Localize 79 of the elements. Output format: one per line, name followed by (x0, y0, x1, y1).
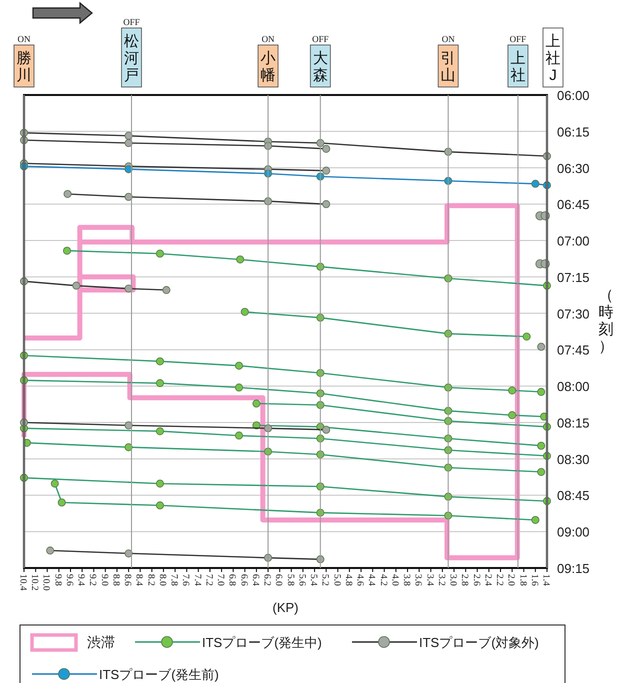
x-tick-label: 10.4 (18, 574, 28, 591)
x-tick-label: 10.0 (40, 574, 51, 591)
ref-line-label: 大森 (312, 50, 328, 84)
x-tick-label: 9.4 (76, 574, 86, 586)
x-tick-label: 4.4 (366, 574, 376, 586)
x-tick-label: 3.2 (436, 574, 446, 586)
y-tick-label: 08:30 (557, 452, 590, 467)
x-tick-label: 6.8 (226, 574, 237, 586)
x-tick-label: 2.4 (482, 574, 492, 586)
x-tick-label: 1.8 (517, 574, 528, 586)
ref-line-label: 上社J (546, 33, 560, 84)
legend-label: 渋滞 (87, 634, 115, 650)
y-tick-label: 08:45 (557, 488, 590, 504)
text: OFF (123, 17, 140, 27)
text: ON (18, 34, 31, 44)
x-tick-label: 1.6 (528, 574, 539, 586)
x-tick-label: 8.2 (145, 574, 156, 586)
x-tick-label: 6.6 (238, 574, 248, 586)
ref-line-label: 引山 (440, 50, 456, 84)
x-tick-label: 3.8 (401, 574, 412, 586)
x-tick-label: 9.2 (87, 574, 98, 586)
x-tick-label: 3.6 (412, 574, 423, 586)
y-tick-label: 06:15 (557, 124, 590, 140)
x-tick-label: 8.0 (156, 574, 167, 586)
x-tick-label: 8.4 (134, 574, 144, 586)
x-tick-label: 5.8 (284, 574, 295, 586)
y-tick-label: 06:00 (557, 88, 590, 103)
legend-label: ITSプローブ(発生中) (202, 635, 322, 650)
x-tick-label: 5.4 (308, 574, 318, 586)
legend-label: ITSプローブ(対象外) (419, 635, 539, 650)
x-axis-title: (KP) (272, 600, 298, 615)
x-tick-label: 5.2 (320, 574, 330, 586)
x-tick-label: 10.2 (29, 574, 40, 591)
x-tick-label: 3.0 (448, 574, 458, 586)
legend-label: ITSプローブ(発生前) (99, 667, 219, 682)
x-tick-label: 6.4 (250, 574, 260, 586)
x-tick-label: 4.8 (342, 574, 353, 586)
x-tick-label: 9.0 (98, 574, 109, 586)
ref-line-label: 上社 (510, 50, 526, 84)
y-tick-label: 06:30 (557, 160, 590, 176)
x-tick-label: 7.2 (203, 574, 214, 586)
x-tick-label: 8.8 (110, 574, 120, 586)
x-tick-label: 4.2 (378, 574, 388, 586)
y-tick-label: 08:00 (557, 379, 590, 394)
y-tick-label: 07:30 (557, 306, 590, 322)
x-tick-label: 5.0 (331, 574, 342, 586)
x-tick-label: 5.6 (296, 574, 306, 586)
y-tick-label: 09:15 (557, 561, 590, 576)
x-tick-label: 1.4 (540, 574, 550, 586)
x-tick-label: 6.0 (273, 574, 284, 586)
y-tick-label: 07:15 (557, 270, 590, 285)
y-tick-label: 07:45 (557, 342, 590, 358)
x-tick-label: 2.0 (506, 574, 516, 586)
y-tick-label: 08:15 (557, 415, 590, 430)
x-tick-label: 7.0 (215, 574, 226, 586)
text: OFF (510, 34, 526, 44)
y-tick-label: 09:00 (557, 524, 590, 540)
x-tick-label: 4.0 (389, 574, 400, 586)
x-tick-label: 2.2 (494, 574, 504, 586)
y-axis-title: （時刻） (598, 287, 614, 355)
x-tick-label: 2.6 (470, 574, 481, 586)
ref-line-label: 松河戸 (124, 33, 140, 84)
y-tick-label: 06:45 (557, 197, 590, 212)
x-tick-label: 8.6 (122, 574, 132, 586)
x-tick-label: 9.8 (52, 574, 62, 586)
text: ON (442, 34, 456, 44)
text: OFF (312, 34, 329, 44)
x-tick-label: 7.6 (180, 574, 190, 586)
y-tick-label: 07:00 (557, 234, 590, 249)
text: ON (262, 34, 276, 44)
x-tick-label: 3.4 (424, 574, 434, 586)
x-tick-label: 2.8 (459, 574, 470, 586)
ref-line-label: 勝川 (16, 50, 32, 84)
x-tick-label: 7.4 (192, 574, 202, 586)
x-tick-label: 7.8 (168, 574, 179, 586)
x-tick-label: 6.2 (262, 574, 272, 586)
x-tick-label: 4.6 (354, 574, 365, 586)
ref-line-label: 小幡 (260, 50, 276, 84)
x-tick-label: 9.6 (64, 574, 74, 586)
